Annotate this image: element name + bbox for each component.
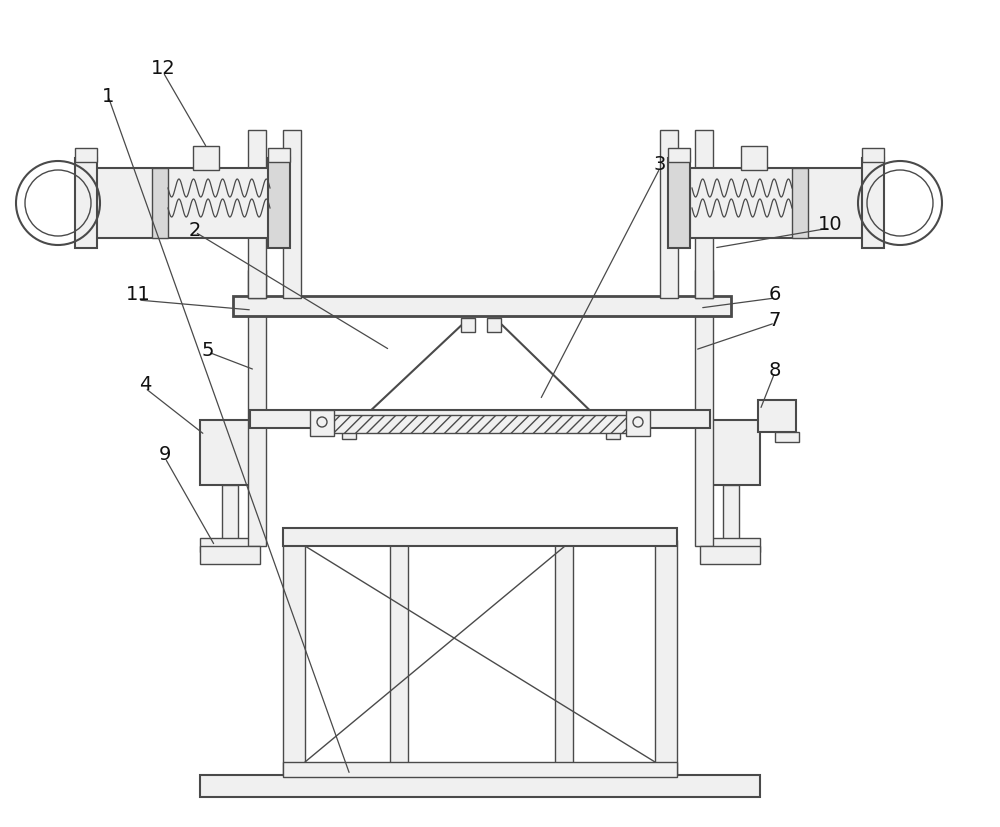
- Bar: [390, 540, 408, 775]
- Bar: [862, 148, 884, 162]
- Bar: [283, 540, 305, 775]
- Bar: [626, 410, 650, 436]
- Bar: [248, 130, 266, 298]
- Bar: [268, 158, 290, 248]
- Bar: [792, 168, 808, 238]
- Bar: [660, 130, 678, 298]
- Bar: [75, 158, 97, 248]
- Bar: [200, 775, 760, 797]
- Bar: [152, 168, 168, 238]
- Bar: [758, 400, 796, 432]
- Bar: [222, 485, 238, 545]
- Bar: [200, 538, 252, 552]
- Bar: [93, 168, 271, 238]
- Bar: [695, 130, 713, 298]
- Bar: [283, 130, 301, 298]
- Bar: [268, 148, 290, 162]
- Text: 1: 1: [102, 87, 114, 106]
- Bar: [695, 270, 713, 298]
- Text: 6: 6: [769, 285, 781, 304]
- Bar: [200, 546, 260, 564]
- Text: 2: 2: [189, 221, 201, 240]
- Bar: [283, 762, 677, 777]
- Text: 9: 9: [159, 446, 171, 465]
- Bar: [723, 485, 739, 545]
- Bar: [248, 298, 266, 546]
- Text: 7: 7: [769, 310, 781, 329]
- Bar: [655, 540, 677, 775]
- Text: 4: 4: [139, 375, 151, 394]
- Text: 10: 10: [818, 216, 842, 235]
- Bar: [555, 540, 573, 775]
- Bar: [75, 148, 97, 162]
- Bar: [200, 420, 252, 485]
- Bar: [248, 270, 266, 298]
- Bar: [708, 538, 760, 552]
- Bar: [695, 298, 713, 546]
- Bar: [487, 318, 501, 332]
- Bar: [193, 146, 219, 170]
- Bar: [708, 420, 760, 485]
- Bar: [233, 296, 731, 316]
- Text: 5: 5: [202, 341, 214, 360]
- Bar: [606, 425, 620, 439]
- Bar: [283, 528, 677, 546]
- Bar: [741, 146, 767, 170]
- Text: 12: 12: [151, 59, 175, 78]
- Bar: [461, 318, 475, 332]
- Bar: [690, 168, 868, 238]
- Bar: [862, 158, 884, 248]
- Text: 11: 11: [126, 285, 150, 304]
- Bar: [250, 410, 710, 428]
- Bar: [700, 546, 760, 564]
- Text: 8: 8: [769, 361, 781, 380]
- Bar: [775, 432, 799, 442]
- Bar: [330, 415, 630, 433]
- Bar: [310, 410, 334, 436]
- Bar: [668, 148, 690, 162]
- Bar: [668, 158, 690, 248]
- Bar: [342, 425, 356, 439]
- Text: 3: 3: [654, 155, 666, 174]
